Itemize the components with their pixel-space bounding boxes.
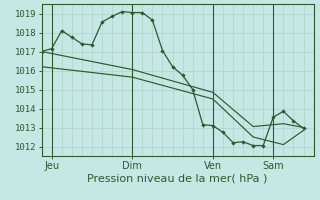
X-axis label: Pression niveau de la mer( hPa ): Pression niveau de la mer( hPa ) [87, 174, 268, 184]
